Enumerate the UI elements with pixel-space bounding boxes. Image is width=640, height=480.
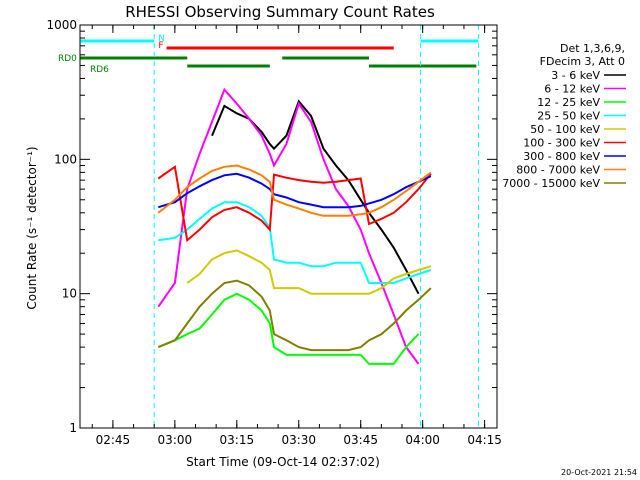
footer-date: 20-Oct-2021 21:54 (561, 468, 637, 477)
legend-label-6: 100 - 300 keV (523, 137, 600, 150)
x-tick-label-2: 03:00 (158, 433, 193, 447)
flag-layer: NF RD0 RD6 (58, 25, 479, 428)
x-tick-label-3: 03:15 (220, 433, 255, 447)
legend-label-9: 7000 - 15000 keV (502, 177, 600, 190)
axes-layer: 02:45 03:00 03:15 03:30 03:45 04:00 04:15 1 10 10… (46, 18, 501, 447)
series-line-4 (158, 201, 432, 284)
series-line-5 (186, 249, 432, 295)
y-tick-label-4: 1000 (46, 18, 77, 32)
series-line-7 (158, 172, 432, 209)
x-tick-label-4: 03:30 (281, 433, 316, 447)
series-line-8 (157, 164, 432, 217)
y-tick-label-1: 1 (69, 421, 77, 435)
legend-label-7: 300 - 800 keV (523, 150, 600, 163)
series-line-3 (157, 292, 420, 365)
y-axis-label: Count Rate (s⁻¹ detector⁻¹) (25, 146, 39, 309)
legend-label-3: 12 - 25 keV (537, 96, 600, 109)
x-tick-label-5: 03:45 (343, 433, 378, 447)
series-layer (157, 87, 432, 365)
chart-title: RHESSI Observing Summary Count Rates (125, 3, 435, 21)
x-tick-label-7: 04:15 (467, 433, 502, 447)
series-line-9 (157, 279, 432, 352)
legend-header-line-2: FDecim 3, Att 0 (540, 55, 625, 68)
plot-frame (79, 24, 498, 429)
legend-label-2: 6 - 12 keV (544, 83, 600, 96)
y-tick-label-3: 100 (54, 152, 77, 166)
x-tick-label-1: 02:45 (96, 433, 131, 447)
legend-label-4: 25 - 50 keV (537, 110, 600, 123)
flag-label-rd0: RD0 (58, 54, 77, 64)
legend-header-line-1: Det 1,3,6,9, (560, 42, 625, 55)
flag-label-n: N (158, 34, 165, 44)
y-tick-label-2: 10 (62, 287, 77, 301)
series-line-2 (157, 87, 420, 365)
x-tick-label-6: 04:00 (405, 433, 440, 447)
flag-label-rd6: RD6 (90, 65, 109, 75)
series-line-6 (157, 165, 432, 243)
flag-label-f: F (158, 41, 163, 51)
legend-label-8: 800 - 7000 keV (516, 164, 600, 177)
x-axis-label: Start Time (09-Oct-14 02:37:02) (186, 455, 380, 469)
legend-label-5: 50 - 100 keV (530, 123, 600, 136)
legend-label-1: 3 - 6 keV (551, 69, 600, 82)
